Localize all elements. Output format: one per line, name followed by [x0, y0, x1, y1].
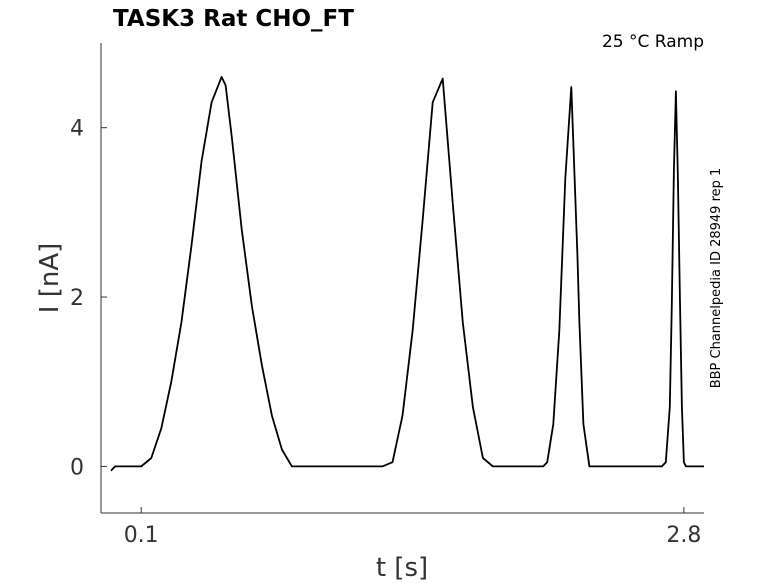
- y-axis-label: I [nA]: [35, 243, 65, 313]
- series-layer: [110, 76, 704, 472]
- y-tick-label: 0: [70, 455, 84, 480]
- x-ticks: 0.1 2.8: [124, 507, 701, 548]
- x-tick-label: 2.8: [666, 523, 701, 548]
- y-tick-label: 2: [70, 286, 84, 311]
- side-label: BBP Channelpedia ID 28949 rep 1: [709, 168, 724, 389]
- y-tick-label: 4: [70, 117, 84, 142]
- condition-annotation: 25 °C Ramp: [602, 32, 704, 52]
- x-axis-label: t [s]: [376, 553, 428, 583]
- current-trace-line: [110, 76, 704, 472]
- y-ticks: 0 2 4: [70, 117, 107, 480]
- chart-title: TASK3 Rat CHO_FT: [113, 6, 354, 32]
- x-tick-label: 0.1: [124, 523, 159, 548]
